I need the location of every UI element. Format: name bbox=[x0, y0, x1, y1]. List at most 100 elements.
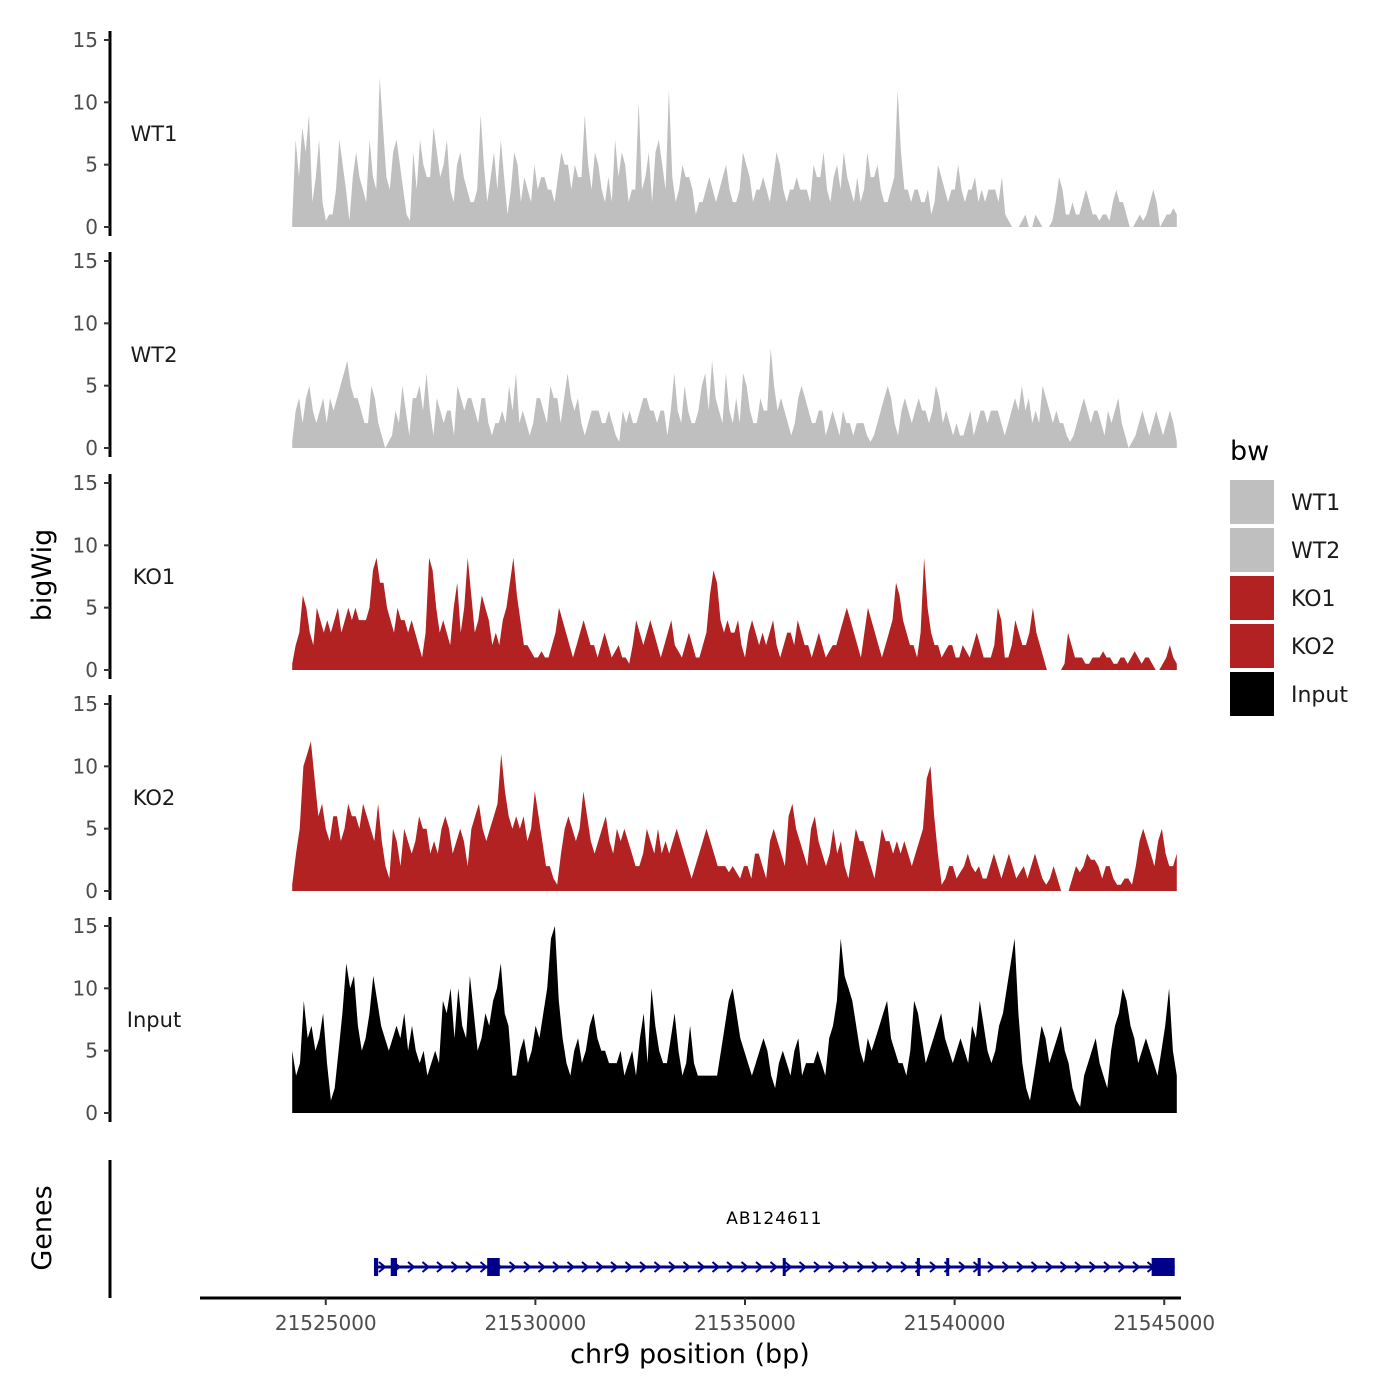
y-tick-label: 0 bbox=[85, 879, 98, 903]
legend-label-input: Input bbox=[1291, 683, 1348, 708]
y-tick-label: 0 bbox=[85, 1101, 98, 1125]
strand-arrow bbox=[827, 1261, 837, 1273]
legend-swatch-ko2 bbox=[1230, 624, 1274, 668]
y-tick-label: 0 bbox=[85, 215, 98, 239]
y-tick-label: 10 bbox=[73, 90, 98, 114]
strand-arrow bbox=[639, 1261, 648, 1273]
strand-arrow bbox=[1103, 1261, 1112, 1273]
strand-arrow bbox=[784, 1261, 793, 1273]
track-label-ko2: KO2 bbox=[133, 786, 176, 810]
legend-label-wt1: WT1 bbox=[1291, 491, 1340, 516]
strand-arrow bbox=[378, 1261, 387, 1273]
legend-label-ko2: KO2 bbox=[1291, 635, 1336, 660]
track-label-wt1: WT1 bbox=[131, 122, 178, 146]
x-tick-label: 21535000 bbox=[694, 1311, 796, 1335]
coverage-area-wt1 bbox=[292, 77, 1177, 228]
track-label-ko1: KO1 bbox=[133, 565, 176, 589]
strand-arrow bbox=[1016, 1261, 1025, 1273]
strand-arrow bbox=[1030, 1261, 1040, 1273]
strand-arrow bbox=[958, 1261, 967, 1273]
strand-arrow bbox=[929, 1261, 938, 1273]
strand-arrow bbox=[537, 1261, 547, 1273]
strand-arrow bbox=[987, 1261, 996, 1273]
y-tick-label: 5 bbox=[85, 374, 98, 398]
strand-arrow bbox=[885, 1261, 895, 1273]
strand-arrow bbox=[1132, 1261, 1141, 1273]
legend-swatch-wt2 bbox=[1230, 528, 1274, 572]
gene-exon bbox=[916, 1258, 920, 1276]
strand-arrow bbox=[523, 1261, 532, 1273]
y-tick-label: 15 bbox=[73, 471, 98, 495]
coverage-area-input bbox=[292, 926, 1177, 1113]
y-axis-title: bigWig bbox=[27, 529, 58, 622]
coverage-area-ko1 bbox=[292, 557, 1177, 670]
strand-arrow bbox=[682, 1261, 692, 1273]
y-tick-label: 10 bbox=[73, 754, 98, 778]
gene-exon bbox=[977, 1258, 981, 1276]
strand-arrow bbox=[465, 1261, 474, 1273]
strand-arrow bbox=[900, 1261, 909, 1273]
gene-exon bbox=[373, 1258, 379, 1276]
strand-arrow bbox=[1059, 1261, 1069, 1273]
y-tick-label: 15 bbox=[73, 692, 98, 716]
y-tick-label: 5 bbox=[85, 153, 98, 177]
strand-arrow bbox=[624, 1261, 634, 1273]
gene-track-title: Genes bbox=[27, 1185, 58, 1270]
strand-arrow bbox=[856, 1261, 866, 1273]
strand-arrow bbox=[755, 1261, 764, 1273]
strand-arrow bbox=[436, 1261, 445, 1273]
x-axis-title: chr9 position (bp) bbox=[570, 1339, 810, 1370]
strand-arrow bbox=[1117, 1261, 1127, 1273]
strand-arrow bbox=[871, 1261, 880, 1273]
strand-arrow bbox=[479, 1261, 489, 1273]
strand-arrow bbox=[726, 1261, 735, 1273]
gene-name-label: AB124611 bbox=[726, 1209, 822, 1229]
strand-arrow bbox=[595, 1261, 605, 1273]
strand-arrow bbox=[798, 1261, 808, 1273]
strand-arrow bbox=[842, 1261, 851, 1273]
legend-title: bw bbox=[1230, 436, 1269, 467]
strand-arrow bbox=[1088, 1261, 1098, 1273]
strand-arrow bbox=[1001, 1261, 1011, 1273]
x-tick-label: 21525000 bbox=[275, 1311, 377, 1335]
strand-arrow bbox=[697, 1261, 706, 1273]
gene-exon bbox=[1151, 1258, 1175, 1276]
x-tick-label: 21540000 bbox=[904, 1311, 1006, 1335]
strand-arrow bbox=[711, 1261, 721, 1273]
legend-swatch-ko1 bbox=[1230, 576, 1274, 620]
y-tick-label: 5 bbox=[85, 817, 98, 841]
track-label-input: Input bbox=[127, 1008, 181, 1032]
y-tick-label: 10 bbox=[73, 976, 98, 1000]
legend-swatch-wt1 bbox=[1230, 480, 1274, 524]
coverage-area-ko2 bbox=[292, 741, 1177, 891]
strand-arrow bbox=[508, 1261, 518, 1273]
strand-arrow bbox=[552, 1261, 561, 1273]
strand-arrow bbox=[566, 1261, 576, 1273]
y-tick-label: 10 bbox=[73, 533, 98, 557]
y-axes: 0 5 10 15 0 5 10 15 0 5 10 15 0 5 10 15 0 5 10 15 bbox=[73, 28, 112, 1125]
strand-arrow bbox=[450, 1261, 460, 1273]
strand-arrow bbox=[421, 1261, 431, 1273]
strand-arrow bbox=[653, 1261, 663, 1273]
coverage-area-wt2 bbox=[292, 348, 1177, 448]
strand-arrow bbox=[668, 1261, 677, 1273]
strand-arrow bbox=[740, 1261, 750, 1273]
y-tick-label: 5 bbox=[85, 1039, 98, 1063]
strand-arrow bbox=[769, 1261, 779, 1273]
strand-arrow bbox=[1045, 1261, 1054, 1273]
gene-exon bbox=[782, 1258, 786, 1276]
gene-exon bbox=[946, 1258, 950, 1276]
x-axis: 21525000 21530000 21535000 21540000 21545000 bbox=[200, 1296, 1215, 1335]
legend-label-wt2: WT2 bbox=[1291, 539, 1340, 564]
gene-track: AB124611 bbox=[108, 1160, 1175, 1298]
legend-label-ko1: KO1 bbox=[1291, 587, 1336, 612]
legend: bw WT1 WT2 KO1 KO2 Input bbox=[1230, 436, 1348, 716]
x-tick-label: 21545000 bbox=[1113, 1311, 1215, 1335]
y-tick-label: 15 bbox=[73, 914, 98, 938]
gene-exon bbox=[390, 1258, 398, 1276]
legend-swatch-input bbox=[1230, 672, 1274, 716]
strand-arrow bbox=[813, 1261, 822, 1273]
strand-arrow bbox=[581, 1261, 590, 1273]
strand-arrow bbox=[1074, 1261, 1083, 1273]
